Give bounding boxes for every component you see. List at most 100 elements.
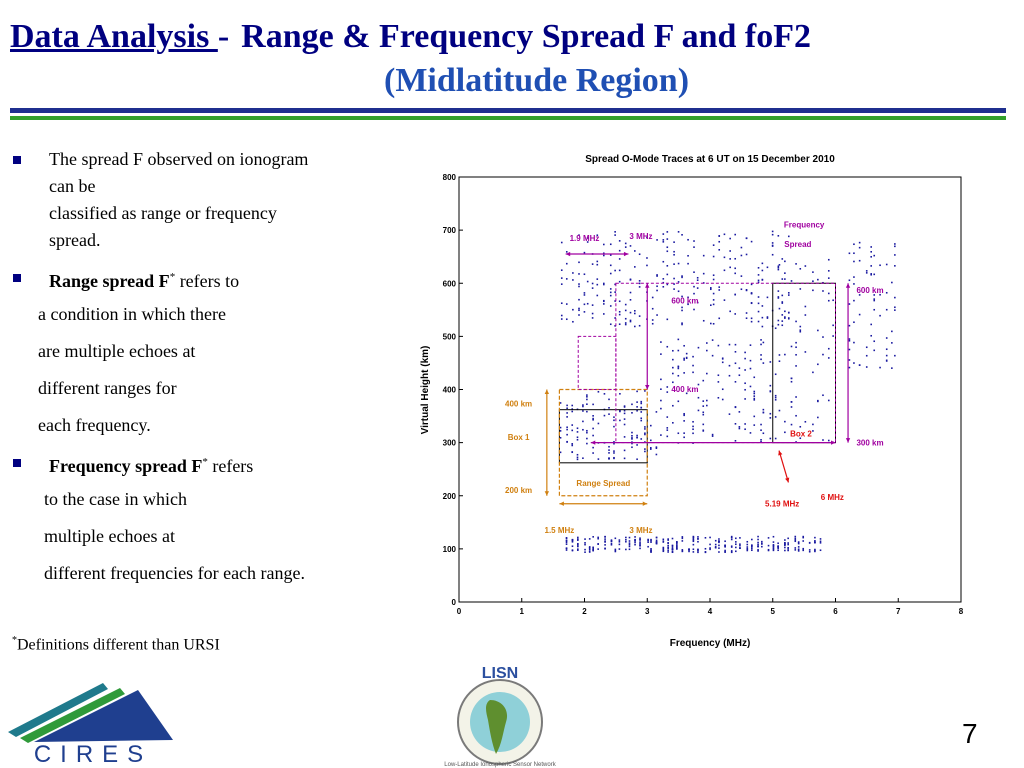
trace-point [769,361,772,363]
trace-point [734,272,737,275]
trace-point [596,234,599,237]
trace-point [591,317,594,319]
trace-point [656,275,658,277]
trace-point [636,436,638,439]
trace-point [655,446,658,448]
trace-point [714,546,717,549]
trace-point [571,451,574,454]
trace-point [560,277,563,279]
trace-point [583,273,586,276]
trace-point [870,265,873,267]
trace-point [894,265,896,267]
trace-point [762,341,765,344]
trace-point [753,395,756,397]
trace-point [734,423,737,425]
trace-point [728,343,731,346]
trace-point [761,542,763,545]
trace-point [772,535,775,538]
trace-point [778,354,781,356]
trace-point [588,547,591,549]
trace-point [848,324,851,327]
trace-point [761,269,764,272]
trace-point [610,539,613,541]
trace-point [751,547,753,550]
trace-point [853,283,855,285]
trace-point [822,353,824,356]
trace-point [730,551,733,554]
trace-point [778,307,781,310]
bullet-1-line-3: classified as range or frequency [49,203,277,223]
trace-point [781,278,784,280]
trace-point [565,547,568,549]
trace-point [858,364,861,366]
trace-point [662,540,665,543]
annotation-label: Range Spread [576,479,630,488]
trace-point [757,279,760,282]
y-tick-label: 800 [443,173,457,182]
trace-point [584,538,586,540]
trace-point [721,361,724,364]
trace-point [771,244,774,247]
trace-point [746,543,749,546]
trace-point [797,546,800,548]
trace-point [676,546,678,549]
trace-point [753,415,756,418]
trace-point [660,434,662,436]
bullet-2-line-1: a condition in which there [38,304,226,324]
trace-point [784,431,786,434]
trace-point [729,250,731,252]
trace-point [745,317,748,320]
trace-point [697,548,699,551]
trace-point [853,276,855,278]
trace-point [662,550,665,553]
trace-point [634,536,636,538]
trace-point [662,546,665,549]
trace-point [681,549,684,551]
trace-point [644,390,646,392]
trace-point [614,548,617,551]
trace-point [753,390,756,393]
trace-point [735,537,737,540]
lisn-wordmark: LISN [482,665,518,682]
trace-point [728,413,731,415]
trace-point [712,292,715,295]
trace-point [750,320,753,323]
trace-point [596,278,599,280]
trace-point [687,303,689,306]
trace-point [609,291,612,294]
trace-point [870,323,873,326]
trace-point [597,422,600,425]
trace-point [667,551,669,553]
trace-point [767,549,770,552]
annotation-label: 600 km [856,286,883,295]
trace-point [666,231,669,233]
trace-point [848,348,851,351]
trace-point [704,537,707,539]
trace-point [738,427,741,430]
trace-point [795,396,797,398]
trace-point [749,367,752,370]
trace-point [625,538,627,541]
trace-point [613,450,615,452]
trace-point [740,275,743,277]
trace-point [677,400,680,403]
trace-point [640,438,643,440]
trace-point [582,404,584,406]
trace-point [644,448,646,450]
trace-point [614,283,616,286]
trace-point [757,267,760,269]
x-tick-label: 2 [582,607,587,616]
trace-point [734,257,737,260]
trace-point [619,419,621,422]
trace-point [738,367,741,369]
trace-point [739,543,741,545]
bullet-3-rest: refers [207,456,254,476]
trace-point [650,539,652,542]
trace-point [604,541,606,543]
trace-point [696,279,699,281]
trace-point [812,430,814,432]
trace-point [891,367,893,369]
lisn-logo: LISN Low-Latitude Ionospheric Sensor Net… [444,665,556,768]
trace-point [662,241,665,243]
trace-point [566,433,568,436]
